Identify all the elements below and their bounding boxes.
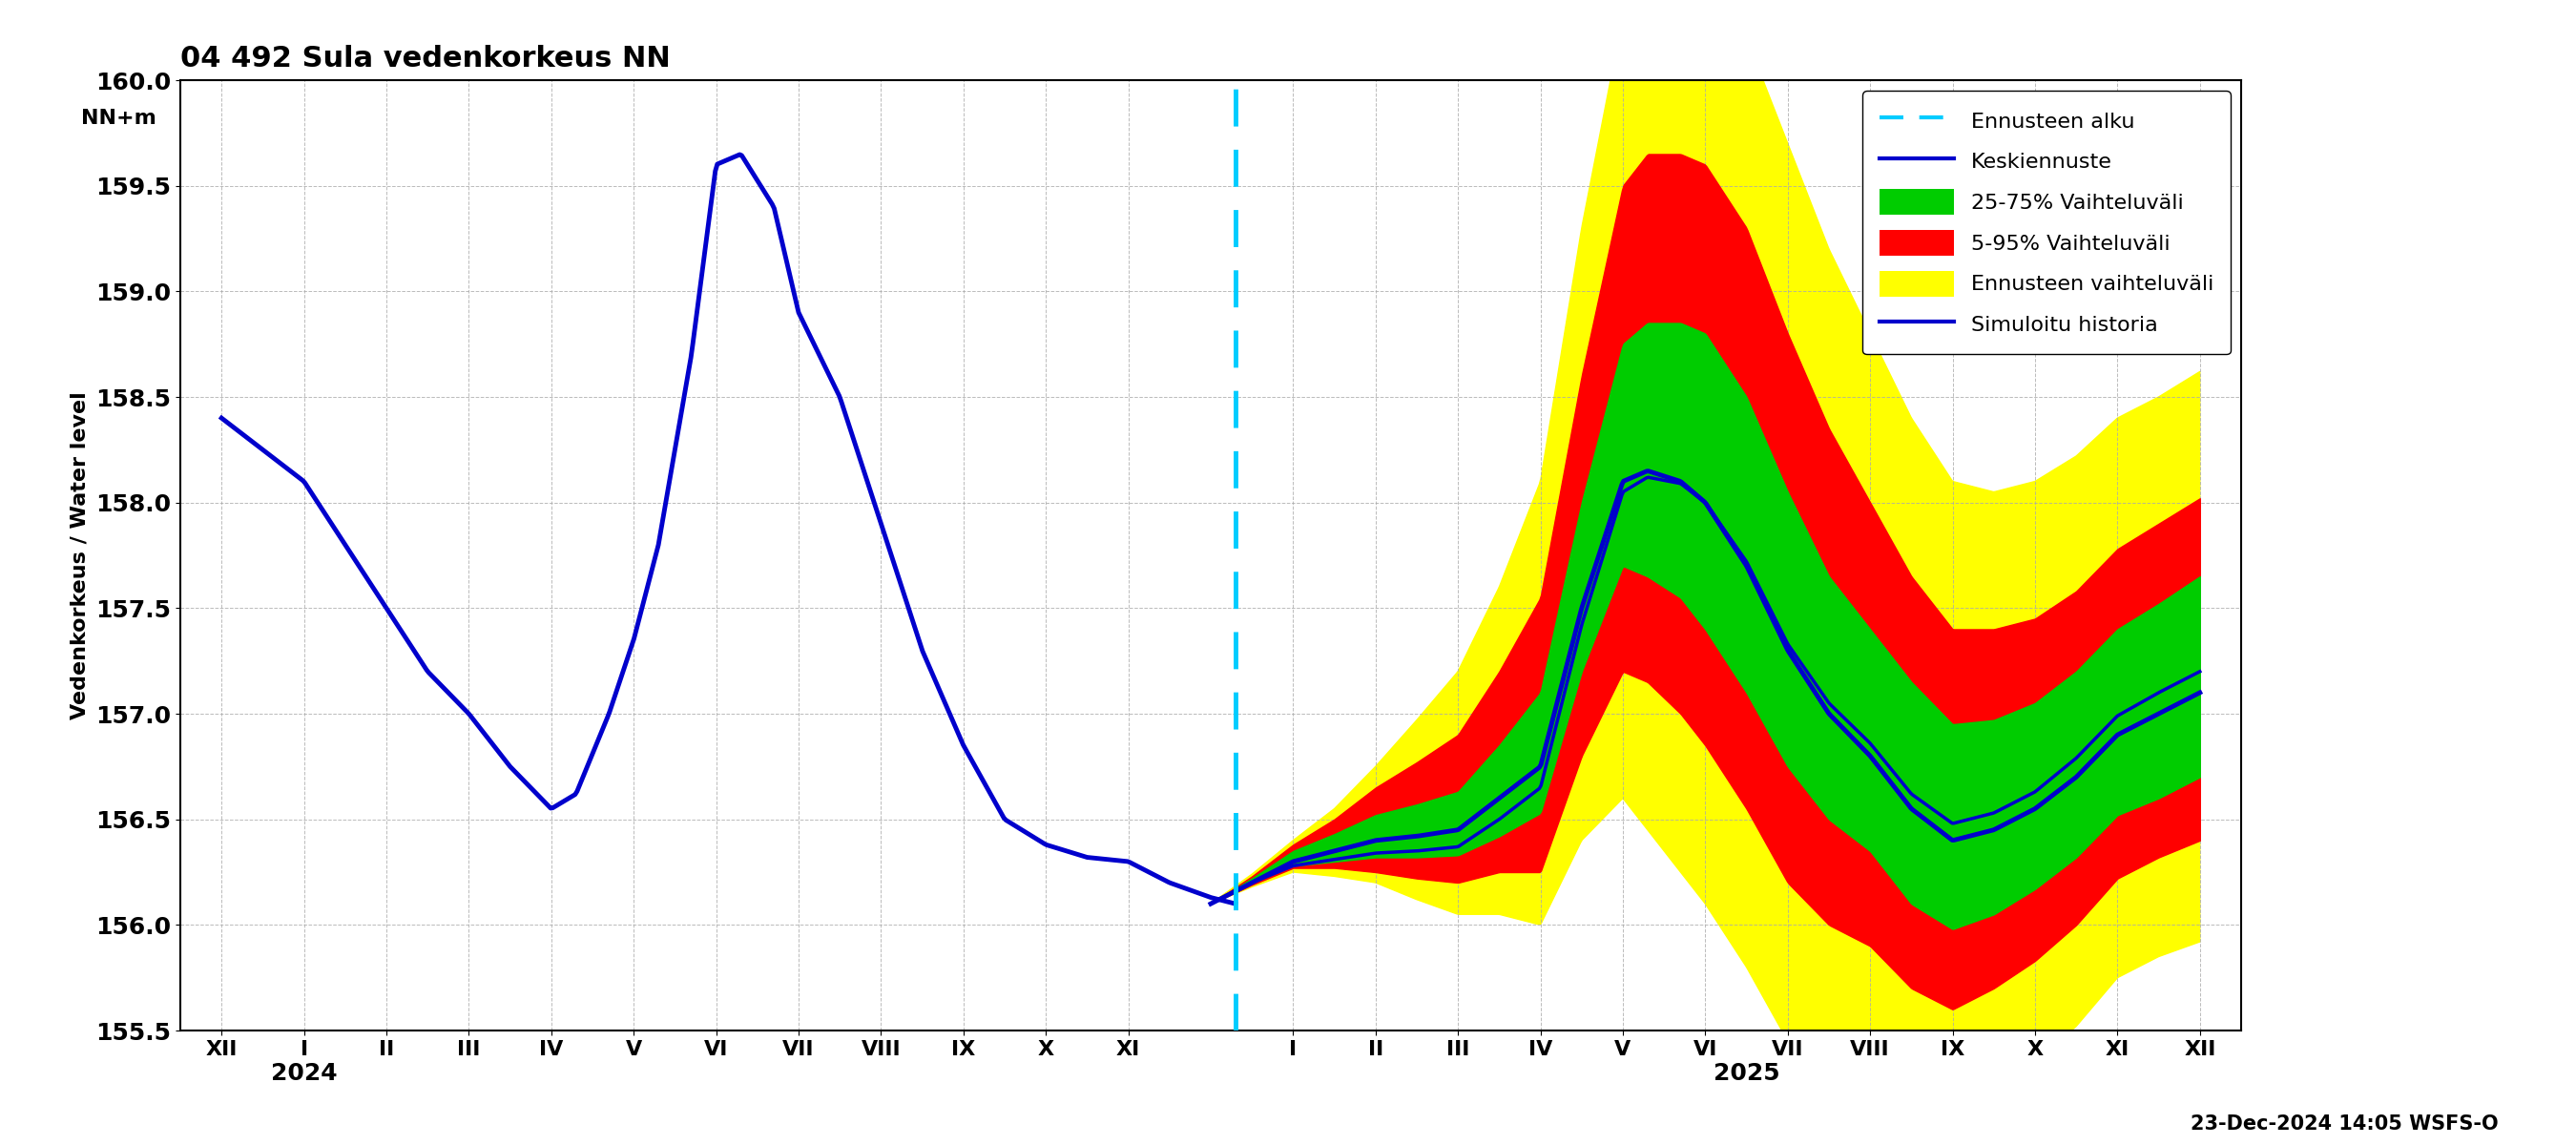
Text: 04 492 Sula vedenkorkeus NN: 04 492 Sula vedenkorkeus NN — [180, 45, 670, 72]
Text: 23-Dec-2024 14:05 WSFS-O: 23-Dec-2024 14:05 WSFS-O — [2192, 1114, 2499, 1134]
Text: 2024: 2024 — [270, 1063, 337, 1085]
Text: NN+m: NN+m — [82, 109, 157, 128]
Legend: Ennusteen alku, Keskiennuste, 25-75% Vaihteluväli, 5-95% Vaihteluväli, Ennusteen: Ennusteen alku, Keskiennuste, 25-75% Vai… — [1862, 90, 2231, 354]
Y-axis label: Vedenkorkeus / Water level: Vedenkorkeus / Water level — [70, 392, 88, 719]
Text: 2025: 2025 — [1713, 1063, 1780, 1085]
